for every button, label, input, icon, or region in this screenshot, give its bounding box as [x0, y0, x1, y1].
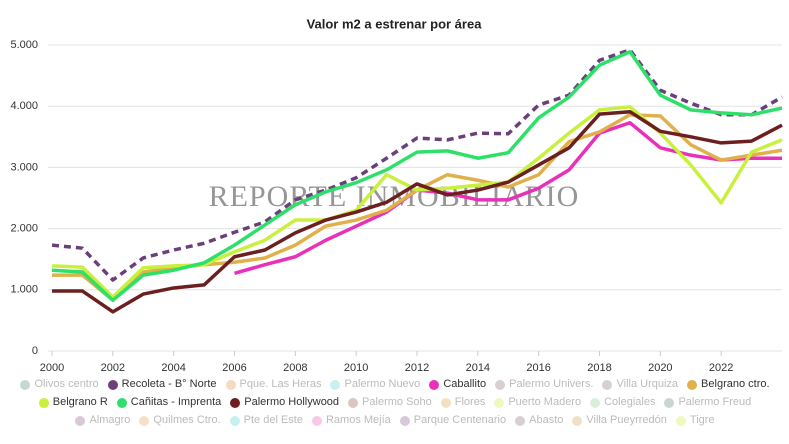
- series-line: [51, 48, 783, 282]
- legend-item[interactable]: Abasto: [515, 413, 563, 428]
- legend-item[interactable]: Pque. Las Heras: [225, 377, 322, 392]
- legend-label: Palermo Soho: [362, 396, 432, 408]
- legend-item[interactable]: Colegiales: [590, 395, 655, 410]
- legend-item[interactable]: Caballito: [429, 377, 486, 392]
- series-line: [51, 49, 783, 302]
- x-tick-label: 2016: [526, 362, 550, 374]
- legend-label: Cañitas - Imprenta: [130, 396, 222, 408]
- legend-marker: [399, 415, 410, 426]
- legend-label: Palermo Univers.: [509, 378, 594, 390]
- legend: Olivos centro Recoleta - B° Norte Pque. La…: [20, 377, 770, 428]
- legend-item[interactable]: Palermo Univers.: [495, 377, 593, 392]
- x-tick-label: 2012: [405, 362, 429, 374]
- legend-marker: [515, 415, 526, 426]
- legend-marker: [429, 379, 440, 390]
- legend-item[interactable]: Palermo Nuevo: [330, 377, 420, 392]
- x-tick-label: 2010: [344, 362, 368, 374]
- legend-marker: [75, 415, 86, 426]
- legend-marker: [572, 415, 583, 426]
- legend-marker: [225, 379, 236, 390]
- legend-item[interactable]: Belgrano ctro.: [687, 377, 770, 392]
- x-tick-label: 2018: [587, 362, 611, 374]
- legend-marker: [229, 415, 240, 426]
- x-tick-label: 2020: [648, 362, 672, 374]
- legend-marker: [495, 379, 506, 390]
- legend-item[interactable]: Quilmes Ctro.: [139, 413, 221, 428]
- legend-item[interactable]: Olivos centro: [20, 377, 99, 392]
- legend-item[interactable]: Pte del Este: [229, 413, 303, 428]
- x-tick-label: 2004: [161, 362, 185, 374]
- legend-label: Parque Centenario: [413, 414, 507, 426]
- legend-item[interactable]: Cañitas - Imprenta: [116, 395, 222, 410]
- legend-label: Puerto Madero: [508, 396, 582, 408]
- y-tick-label: 3.000: [10, 161, 38, 173]
- legend-marker: [230, 397, 241, 408]
- legend-label: Colegiales: [604, 396, 656, 408]
- legend-label: Recoleta - B° Norte: [121, 378, 217, 390]
- legend-item[interactable]: Flores: [440, 395, 486, 410]
- chart-title: Valor m2 a estrenar por área: [307, 16, 483, 31]
- series-line: [234, 120, 782, 275]
- legend-label: Tigre: [689, 414, 715, 426]
- x-tick-label: 2014: [466, 362, 490, 374]
- x-tick-label: 2008: [283, 362, 307, 374]
- legend-marker: [675, 415, 686, 426]
- legend-label: Flores: [454, 396, 486, 408]
- legend-marker: [20, 379, 31, 390]
- legend-item[interactable]: Palermo Hollywood: [230, 395, 339, 410]
- legend-marker: [311, 415, 322, 426]
- legend-label: Quilmes Ctro.: [153, 414, 221, 426]
- legend-item[interactable]: Puerto Madero: [494, 395, 581, 410]
- legend-label: Abasto: [529, 414, 564, 426]
- legend-marker: [687, 379, 698, 390]
- y-tick-label: 2.000: [10, 223, 38, 235]
- legend-marker: [116, 397, 127, 408]
- legend-marker: [38, 397, 49, 408]
- legend-marker: [440, 397, 451, 408]
- legend-marker: [139, 415, 150, 426]
- legend-item[interactable]: Recoleta - B° Norte: [107, 377, 217, 392]
- legend-label: Villa Urquiza: [616, 378, 679, 390]
- legend-marker: [494, 397, 505, 408]
- legend-label: Belgrano ctro.: [701, 378, 770, 390]
- legend-label: Ramos Mejía: [325, 414, 391, 426]
- legend-marker: [348, 397, 359, 408]
- legend-label: Pque. Las Heras: [239, 378, 322, 390]
- legend-marker: [107, 379, 118, 390]
- legend-item[interactable]: Ramos Mejía: [311, 413, 391, 428]
- y-tick-label: 0: [32, 345, 38, 357]
- legend-item[interactable]: Palermo Freud: [664, 395, 751, 410]
- legend-item[interactable]: Tigre: [675, 413, 715, 428]
- legend-label: Pte del Este: [243, 414, 303, 426]
- x-tick-label: 2006: [222, 362, 246, 374]
- legend-item[interactable]: Palermo Soho: [348, 395, 432, 410]
- legend-label: Palermo Nuevo: [344, 378, 421, 390]
- legend-label: Olivos centro: [34, 378, 99, 390]
- legend-marker: [590, 397, 601, 408]
- x-tick-label: 2000: [40, 362, 64, 374]
- legend-label: Palermo Freud: [678, 396, 752, 408]
- legend-label: Almagro: [89, 414, 131, 426]
- legend-item[interactable]: Villa Pueyrredón: [572, 413, 667, 428]
- x-tick-label: 2002: [101, 362, 125, 374]
- legend-label: Caballito: [443, 378, 487, 390]
- legend-label: Villa Pueyrredón: [586, 414, 667, 426]
- legend-label: Belgrano R: [52, 396, 108, 408]
- legend-marker: [664, 397, 675, 408]
- legend-item[interactable]: Almagro: [75, 413, 130, 428]
- legend-item[interactable]: Belgrano R: [38, 395, 108, 410]
- legend-marker: [602, 379, 613, 390]
- y-tick-label: 4.000: [10, 100, 38, 112]
- legend-item[interactable]: Parque Centenario: [399, 413, 507, 428]
- series-line: [51, 105, 783, 299]
- y-tick-label: 5.000: [10, 39, 38, 51]
- series-line: [52, 109, 783, 314]
- legend-label: Palermo Hollywood: [244, 396, 340, 408]
- x-tick-label: 2022: [709, 362, 733, 374]
- legend-item[interactable]: Villa Urquiza: [602, 377, 678, 392]
- chart: Valor m2 a estrenar por área 0 1.000 2.000…: [10, 16, 783, 374]
- y-tick-label: 1.000: [10, 284, 38, 296]
- legend-marker: [330, 379, 341, 390]
